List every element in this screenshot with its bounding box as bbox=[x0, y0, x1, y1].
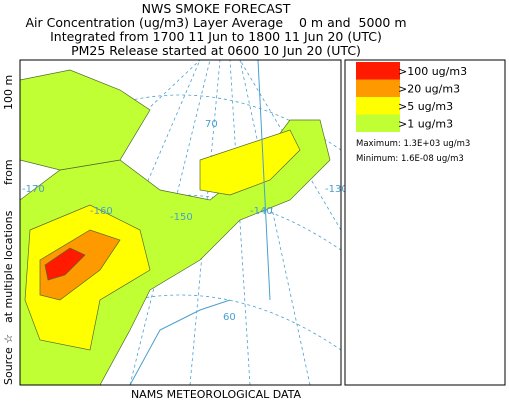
map-label: -160 bbox=[90, 206, 113, 217]
minimum: Minimum: 1.6E-08 ug/m3 bbox=[356, 154, 464, 164]
height-label: 100 m bbox=[2, 75, 15, 110]
map: -170 -160 -150 -140 -130 70 60 bbox=[19, 59, 348, 386]
subtitle: Air Concentration (ug/m3) Layer Average … bbox=[25, 15, 406, 30]
maximum: Maximum: 1.3E+03 ug/m3 bbox=[356, 139, 470, 149]
from-label: from bbox=[2, 159, 15, 185]
subtitle: PM25 Release started at 0600 10 Jun 20 (… bbox=[71, 43, 361, 58]
legend-swatch bbox=[356, 114, 400, 132]
legend-label: >20 ug/m3 bbox=[398, 83, 460, 96]
footer: NAMS METEOROLOGICAL DATA bbox=[131, 388, 302, 401]
legend-swatch bbox=[356, 97, 400, 115]
side-label: Source ☆ at multiple locations from 100 … bbox=[2, 75, 15, 385]
subtitle: Integrated from 1700 11 Jun to 1800 11 J… bbox=[50, 29, 382, 44]
legend-swatch bbox=[356, 79, 400, 97]
legend-label: >5 ug/m3 bbox=[398, 100, 453, 113]
map-label: -170 bbox=[22, 184, 45, 195]
map-label: -150 bbox=[170, 212, 193, 223]
source-label: Source ☆ bbox=[2, 334, 15, 385]
legend-label: >100 ug/m3 bbox=[398, 65, 467, 78]
map-label: -130 bbox=[325, 184, 348, 195]
legend: Maximum: 1.3E+03 ug/m3 Minimum: 1.6E-08 … bbox=[344, 59, 506, 386]
map-label: -140 bbox=[250, 206, 273, 217]
legend-swatch bbox=[356, 62, 400, 80]
map-label: 70 bbox=[205, 119, 218, 130]
legend-label: >1 ug/m3 bbox=[398, 118, 453, 131]
locations-label: at multiple locations bbox=[2, 210, 15, 323]
map-label: 60 bbox=[223, 312, 236, 323]
title: NWS SMOKE FORECAST bbox=[142, 1, 291, 16]
